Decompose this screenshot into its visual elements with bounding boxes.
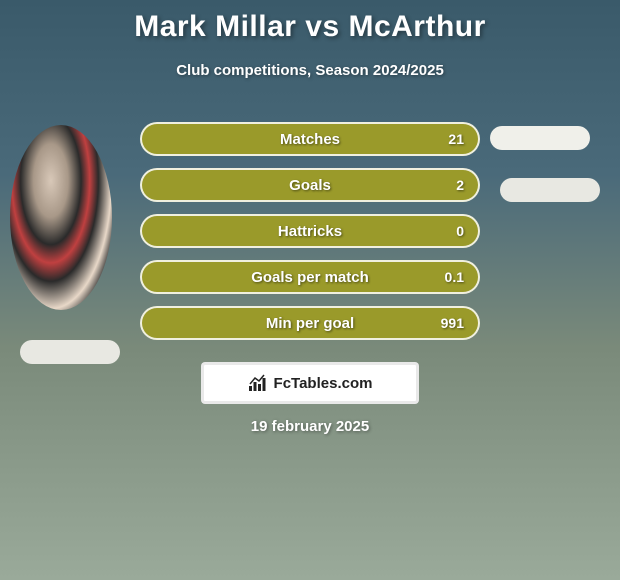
stat-row-min-per-goal: Min per goal 991 <box>140 306 480 340</box>
stat-value: 0.1 <box>445 269 464 285</box>
stat-label: Matches <box>280 131 340 148</box>
subtitle: Club competitions, Season 2024/2025 <box>0 62 620 79</box>
stat-value: 0 <box>456 223 464 239</box>
stat-label: Goals per match <box>251 269 369 286</box>
stat-value: 2 <box>456 177 464 193</box>
stat-label: Goals <box>289 177 331 194</box>
decorative-pill <box>20 340 120 364</box>
stat-label: Min per goal <box>266 315 354 332</box>
page-title: Mark Millar vs McArthur <box>0 0 620 44</box>
stat-row-goals: Goals 2 <box>140 168 480 202</box>
player-avatar <box>10 125 112 310</box>
stat-row-hattricks: Hattricks 0 <box>140 214 480 248</box>
chart-icon <box>248 374 268 392</box>
decorative-pill <box>500 178 600 202</box>
date-label: 19 february 2025 <box>0 418 620 435</box>
stat-value: 991 <box>441 315 464 331</box>
stat-value: 21 <box>448 131 464 147</box>
stat-label: Hattricks <box>278 223 342 240</box>
logo-text: FcTables.com <box>274 375 373 392</box>
stat-row-matches: Matches 21 <box>140 122 480 156</box>
logo-box: FcTables.com <box>201 362 419 404</box>
decorative-pill <box>490 126 590 150</box>
stat-row-goals-per-match: Goals per match 0.1 <box>140 260 480 294</box>
infographic-container: Mark Millar vs McArthur Club competition… <box>0 0 620 580</box>
stats-list: Matches 21 Goals 2 Hattricks 0 Goals per… <box>140 122 480 352</box>
